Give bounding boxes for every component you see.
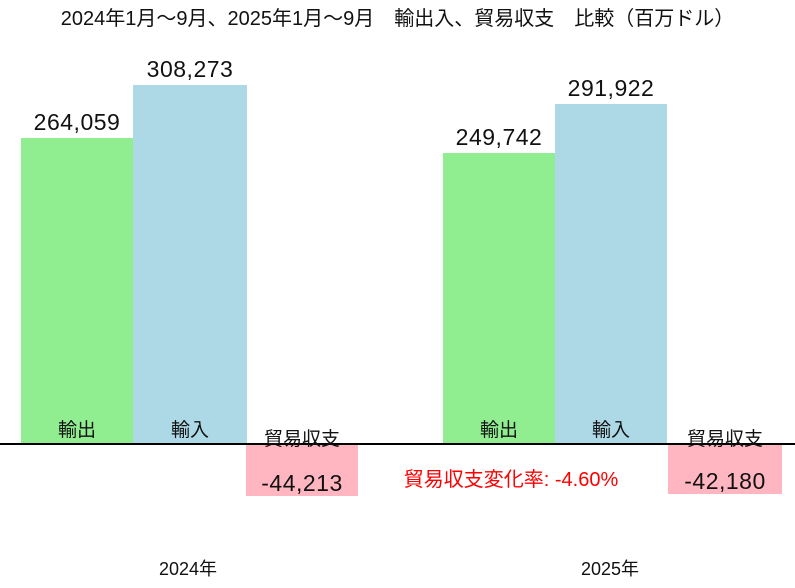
bar-name-export-2024: 輸出 (57, 420, 97, 441)
value-label-import-2024: 308,273 (146, 56, 234, 82)
bar-import-2024 (133, 85, 247, 443)
bar-name-import-2024: 輸入 (170, 420, 210, 441)
category-label-2025: 2025年 (580, 559, 640, 579)
bar-name-import-2025: 輸入 (591, 420, 631, 441)
bar-name-trade-balance-2025: 貿易収支 (686, 429, 764, 450)
bar-name-export-2025: 輸出 (479, 420, 519, 441)
value-label-trade-balance-2024: -44,213 (261, 470, 343, 496)
bar-trade-balance-2024 (246, 445, 358, 496)
trade-balance-change-annotation: 貿易収支変化率: -4.60% (403, 469, 619, 491)
bar-name-trade-balance-2024: 貿易収支 (263, 429, 341, 450)
bar-trade-balance-2025 (668, 445, 782, 494)
value-label-trade-balance-2025: -42,180 (684, 468, 766, 494)
bar-export-2024 (21, 138, 133, 443)
chart-title: 2024年1月〜9月、2025年1月〜9月 輸出入、貿易収支 比較（百万ドル） (60, 8, 735, 30)
value-label-export-2025: 249,742 (455, 124, 543, 150)
value-label-export-2024: 264,059 (33, 109, 121, 135)
bar-import-2025 (555, 104, 667, 443)
bar-export-2025 (443, 153, 555, 443)
category-label-2024: 2024年 (158, 559, 218, 579)
x-axis-baseline (0, 443, 795, 445)
value-label-import-2025: 291,922 (567, 75, 655, 101)
